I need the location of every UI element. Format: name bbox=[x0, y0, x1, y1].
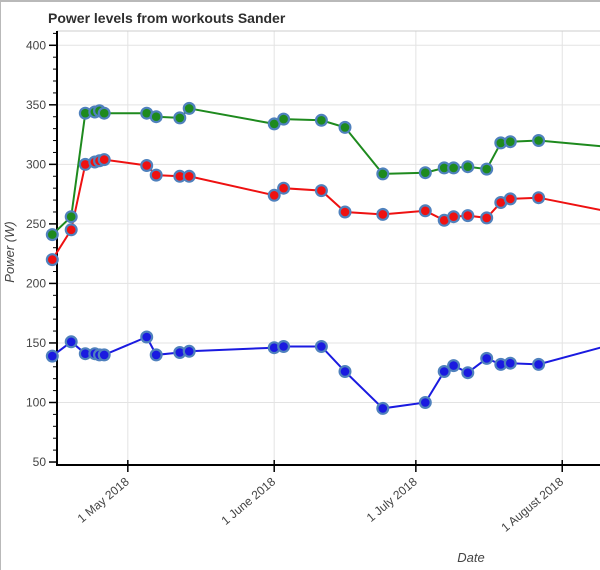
y-tick-label: 400 bbox=[26, 38, 46, 52]
data-point-red[interactable] bbox=[461, 209, 475, 223]
data-point-green[interactable] bbox=[64, 210, 78, 224]
data-point-red[interactable] bbox=[140, 159, 154, 173]
data-point-green[interactable] bbox=[480, 162, 494, 176]
data-point-blue[interactable] bbox=[447, 359, 461, 373]
data-point-blue[interactable] bbox=[182, 344, 196, 358]
data-point-green[interactable] bbox=[149, 110, 163, 124]
data-point-green[interactable] bbox=[277, 112, 291, 126]
data-point-green[interactable] bbox=[173, 111, 187, 125]
y-tick-label: 350 bbox=[26, 98, 46, 112]
data-point-blue[interactable] bbox=[376, 401, 390, 415]
data-point-blue[interactable] bbox=[45, 349, 59, 363]
data-point-red[interactable] bbox=[97, 153, 111, 167]
data-point-blue[interactable] bbox=[532, 357, 546, 371]
data-point-green[interactable] bbox=[314, 113, 328, 127]
data-point-green[interactable] bbox=[182, 101, 196, 115]
data-point-green[interactable] bbox=[97, 106, 111, 120]
data-point-red[interactable] bbox=[314, 184, 328, 198]
data-point-blue[interactable] bbox=[140, 330, 154, 344]
x-tick-label: 1 May 2018 bbox=[75, 474, 132, 525]
data-point-green[interactable] bbox=[532, 134, 546, 148]
data-point-green[interactable] bbox=[503, 135, 517, 149]
data-point-blue[interactable] bbox=[480, 351, 494, 365]
data-point-blue[interactable] bbox=[418, 396, 432, 410]
x-tick-label: 1 July 2018 bbox=[364, 474, 420, 524]
y-tick-label: 250 bbox=[26, 217, 46, 231]
x-axis-title: Date bbox=[457, 550, 484, 565]
data-point-green[interactable] bbox=[461, 160, 475, 174]
data-point-blue[interactable] bbox=[97, 348, 111, 362]
chart-title: Power levels from workouts Sander bbox=[48, 10, 286, 26]
data-point-green[interactable] bbox=[376, 167, 390, 181]
data-point-blue[interactable] bbox=[314, 340, 328, 354]
data-point-blue[interactable] bbox=[503, 356, 517, 370]
data-point-red[interactable] bbox=[447, 210, 461, 224]
data-point-blue[interactable] bbox=[338, 365, 352, 379]
data-point-red[interactable] bbox=[45, 253, 59, 267]
data-point-red[interactable] bbox=[267, 188, 281, 202]
data-point-green[interactable] bbox=[418, 166, 432, 180]
data-point-green[interactable] bbox=[338, 120, 352, 134]
y-axis-title: Power (W) bbox=[2, 221, 17, 282]
data-point-red[interactable] bbox=[182, 169, 196, 183]
y-tick-label: 300 bbox=[26, 157, 46, 171]
series-green-line bbox=[51, 107, 600, 236]
data-point-blue[interactable] bbox=[149, 348, 163, 362]
data-point-red[interactable] bbox=[277, 181, 291, 195]
y-tick-label: 50 bbox=[33, 455, 47, 469]
x-tick-label: 1 June 2018 bbox=[219, 474, 279, 527]
chart-graphics: 50 100 150 200 250 300 350 400 1 May 2018 1 June … bbox=[26, 30, 600, 535]
data-point-blue[interactable] bbox=[64, 335, 78, 349]
y-tick-label: 100 bbox=[26, 395, 46, 409]
data-point-red[interactable] bbox=[64, 223, 78, 237]
data-point-blue[interactable] bbox=[437, 365, 451, 379]
data-point-red[interactable] bbox=[532, 191, 546, 205]
x-tick-label: 1 August 2018 bbox=[498, 474, 566, 534]
data-point-green[interactable] bbox=[45, 228, 59, 242]
data-point-red[interactable] bbox=[418, 204, 432, 218]
data-point-green[interactable] bbox=[447, 161, 461, 175]
data-point-red[interactable] bbox=[338, 205, 352, 219]
data-point-red[interactable] bbox=[149, 168, 163, 182]
data-point-blue[interactable] bbox=[461, 366, 475, 380]
y-tick-label: 200 bbox=[26, 276, 46, 290]
series-red-line bbox=[51, 158, 600, 261]
data-point-red[interactable] bbox=[503, 192, 517, 206]
data-point-blue[interactable] bbox=[277, 340, 291, 354]
data-point-red[interactable] bbox=[376, 207, 390, 221]
y-tick-label: 150 bbox=[26, 336, 46, 350]
data-point-red[interactable] bbox=[480, 211, 494, 225]
